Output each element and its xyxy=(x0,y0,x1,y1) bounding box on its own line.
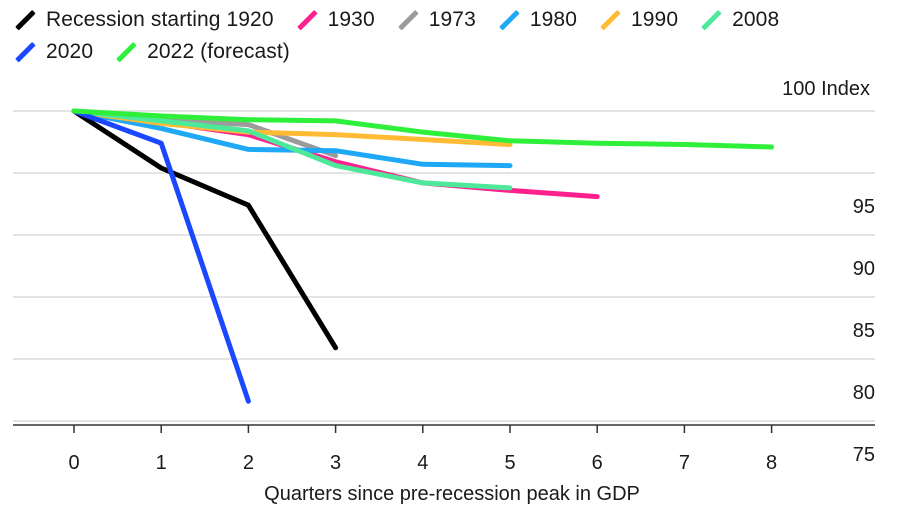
gridlines xyxy=(13,110,875,422)
legend-item-2020: 2020 xyxy=(14,40,93,64)
y-unit-label: 100 Index xyxy=(782,78,870,100)
x-tick-label: 5 xyxy=(504,452,515,474)
y-tick-label: 85 xyxy=(853,320,875,342)
legend-label: Recession starting 1920 xyxy=(46,8,274,31)
legend-label: 1973 xyxy=(428,8,476,31)
x-tick-label: 2 xyxy=(243,452,254,474)
legend-item-1930: 1930 xyxy=(296,8,375,32)
y-tick-label: 90 xyxy=(853,258,875,280)
series-line-2008 xyxy=(71,108,513,191)
series-line-2022-forecast xyxy=(71,108,775,150)
legend-item-1980: 1980 xyxy=(498,8,577,32)
x-tick-label: 3 xyxy=(330,452,341,474)
legend-item-1920: Recession starting 1920 xyxy=(14,8,274,32)
series-lines xyxy=(71,108,775,404)
y-tick-label: 80 xyxy=(853,382,875,404)
legend-label: 2022 (forecast) xyxy=(147,40,290,63)
legend-label: 2020 xyxy=(46,40,94,63)
series-line-recession-starting-1920 xyxy=(71,108,339,351)
legend-label: 1990 xyxy=(630,8,679,31)
x-axis-title: Quarters since pre-recession peak in GDP xyxy=(264,483,640,505)
x-tick-label: 6 xyxy=(592,452,603,474)
y-tick-labels: 75 80 85 90 95 xyxy=(853,196,875,466)
x-tick-label: 7 xyxy=(679,452,690,474)
legend-item-1990: 1990 xyxy=(599,8,678,32)
legend-label: 2008 xyxy=(732,8,780,31)
x-tick-label: 1 xyxy=(156,452,167,474)
series-line-2020 xyxy=(71,108,251,404)
x-tick-label: 8 xyxy=(766,452,777,474)
legend-label: 1930 xyxy=(327,8,375,31)
legend-row-1: Recession starting 1920 1930 1973 1980 1… xyxy=(14,4,894,36)
legend-row-2: 2020 2022 (forecast) xyxy=(14,36,894,68)
y-tick-label: 95 xyxy=(853,196,875,218)
x-tick-label: 4 xyxy=(417,452,428,474)
x-ticks: 0 1 2 3 4 5 6 7 8 xyxy=(68,425,777,474)
legend-label: 1980 xyxy=(529,8,577,31)
x-tick-label: 0 xyxy=(68,452,79,474)
legend-item-2008: 2008 xyxy=(700,8,779,32)
legend: Recession starting 1920 1930 1973 1980 1… xyxy=(14,4,894,68)
legend-item-1973: 1973 xyxy=(397,8,476,32)
y-tick-label: 75 xyxy=(853,444,875,466)
legend-item-2022: 2022 (forecast) xyxy=(115,40,290,64)
